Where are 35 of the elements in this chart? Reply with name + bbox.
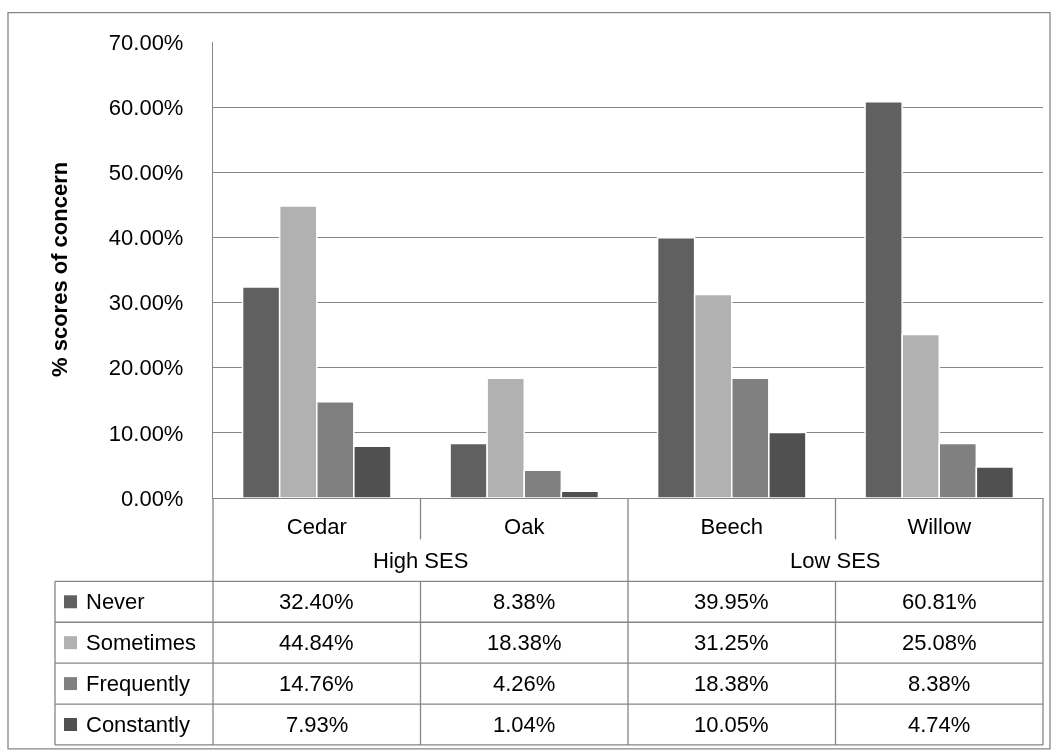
legend-label: Frequently [86,671,190,696]
y-axis-title: % scores of concern [47,161,72,377]
y-tick-label: 60.00% [108,94,184,120]
data-label: 25.08% [902,630,977,655]
legend-label: Constantly [86,712,190,737]
y-tick-label: 50.00% [108,159,184,185]
data-label: 4.74% [908,712,971,737]
x-tick-label: Beech [700,513,763,539]
data-label: 4.26% [493,671,556,696]
data-label: 18.38% [487,630,562,655]
text: High SES [373,548,469,573]
data-label: 31.25% [694,630,769,655]
y-tick-label: 40.00% [108,225,184,251]
data-label: 8.38% [493,589,556,614]
y-tick-label: 30.00% [108,290,184,316]
data-label: 39.95% [694,589,769,614]
data-label: 10.05% [694,712,769,737]
x-tick-label: Cedar [286,513,347,539]
y-tick-label: 10.00% [108,420,184,446]
x-tick-label: Oak [504,513,546,539]
y-tick-label: 70.00% [108,29,184,55]
data-label: 14.76% [279,671,354,696]
data-label: 8.38% [908,671,971,696]
data-label: 1.04% [493,712,556,737]
legend-label: Never [86,589,145,614]
data-label: 44.84% [279,630,354,655]
data-label: 32.40% [279,589,354,614]
x-tick-label: Willow [907,513,972,539]
y-tick-label: 20.00% [108,355,184,381]
legend-label: Sometimes [86,630,197,655]
data-label: 7.93% [286,712,349,737]
y-tick-label: 0.00% [121,485,184,511]
data-label: 18.38% [694,671,769,696]
data-label: 60.81% [902,589,977,614]
text: Low SES [790,548,881,573]
